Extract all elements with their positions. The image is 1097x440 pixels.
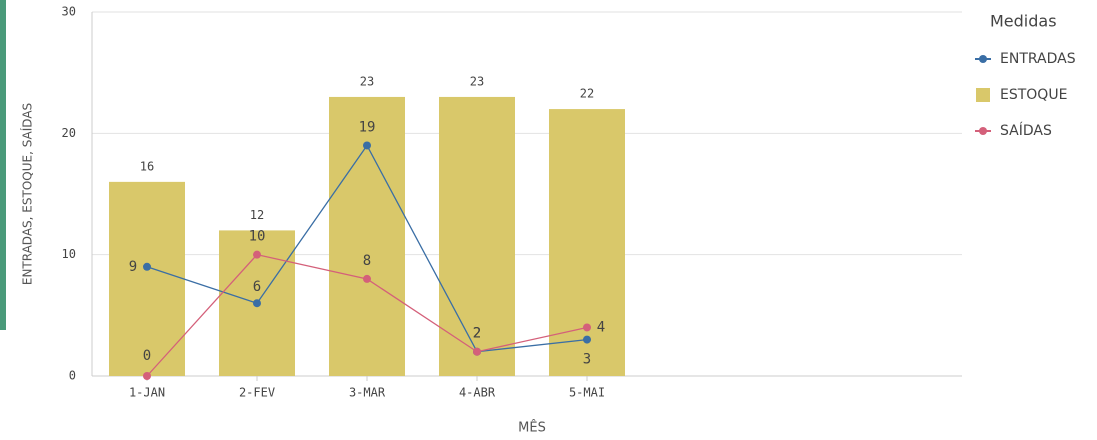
bar-value-label: 23 <box>470 74 484 88</box>
point <box>583 335 591 344</box>
x-axis-label: MÊS <box>518 420 546 436</box>
bar <box>549 109 625 377</box>
point <box>253 250 261 259</box>
point <box>363 141 371 150</box>
x-tick-label: 4-ABR <box>459 386 496 400</box>
legend-label: ESTOQUE <box>1000 87 1067 103</box>
legend-swatch <box>979 55 987 63</box>
point-value-label: 9 <box>129 259 137 275</box>
y-axis-label: ENTRADAS, ESTOQUE, SAÍDAS <box>20 103 35 285</box>
side-strip <box>0 0 6 330</box>
x-tick-label: 5-MAI <box>569 386 605 400</box>
bar-value-label: 23 <box>360 74 374 88</box>
y-tick-label: 20 <box>62 126 76 140</box>
point-value-label: 2 <box>473 326 481 342</box>
y-tick-label: 10 <box>62 247 76 261</box>
legend-label: SAÍDAS <box>1000 122 1052 139</box>
bar <box>439 96 515 376</box>
x-tick-label: 2-FEV <box>239 386 275 400</box>
bar <box>109 181 185 376</box>
point <box>143 262 151 271</box>
point-value-label: 4 <box>597 319 605 335</box>
bar <box>329 96 405 376</box>
point-value-label: 8 <box>363 253 371 269</box>
legend-label: ENTRADAS <box>1000 51 1076 67</box>
bar-value-label: 16 <box>140 159 154 173</box>
point-value-label: 19 <box>359 119 376 135</box>
x-tick-label: 1-JAN <box>129 386 165 400</box>
bar-value-label: 22 <box>580 87 594 101</box>
x-tick-label: 3-MAR <box>349 386 386 400</box>
point-value-label: 6 <box>253 279 261 295</box>
y-tick-label: 0 <box>69 369 76 383</box>
point <box>583 323 591 332</box>
point <box>253 299 261 308</box>
point-value-label: 3 <box>583 352 591 368</box>
y-tick-label: 30 <box>62 5 76 19</box>
point-value-label: 0 <box>143 348 151 364</box>
point-value-label: 2 <box>473 326 481 342</box>
legend-swatch <box>979 127 987 135</box>
bar-value-label: 12 <box>250 208 264 222</box>
point <box>473 347 481 356</box>
legend-swatch <box>976 88 990 102</box>
point <box>363 274 371 283</box>
point <box>143 372 151 380</box>
legend-title: Medidas <box>990 12 1057 31</box>
point-value-label: 10 <box>249 229 266 245</box>
